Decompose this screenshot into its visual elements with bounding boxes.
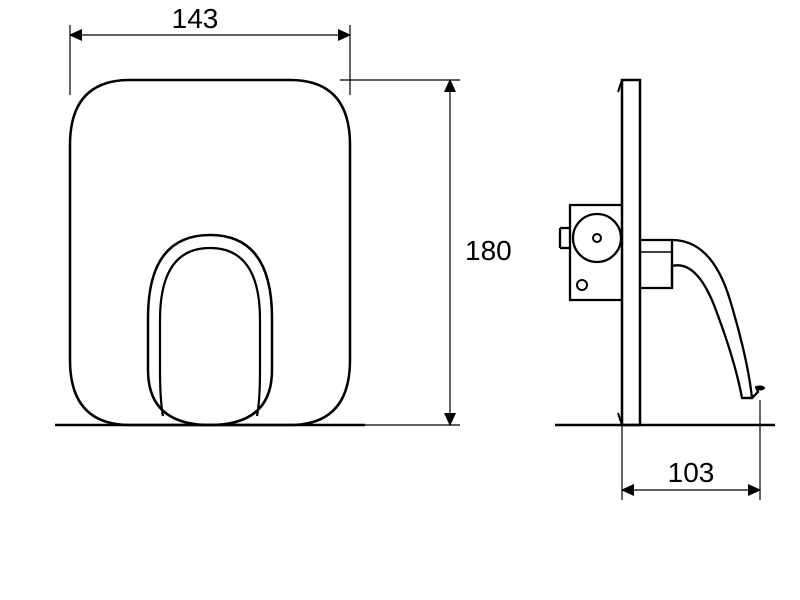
dim-depth-label: 103 xyxy=(668,457,715,488)
dim-width-label: 143 xyxy=(172,3,219,34)
front-plate xyxy=(70,80,350,425)
front-handle-outer xyxy=(148,235,272,425)
dim-height-label: 180 xyxy=(465,235,512,266)
dim-height: 180 xyxy=(340,80,512,425)
side-rear-housing xyxy=(560,205,622,300)
side-view: 103 xyxy=(555,80,775,500)
drawing-svg: 143 180 xyxy=(0,0,800,600)
technical-drawing: 143 180 xyxy=(0,0,800,600)
side-plate xyxy=(622,80,640,425)
side-lever xyxy=(640,240,765,398)
dim-depth: 103 xyxy=(622,400,760,500)
front-view: 143 180 xyxy=(55,3,512,425)
front-handle-inner xyxy=(160,248,260,416)
